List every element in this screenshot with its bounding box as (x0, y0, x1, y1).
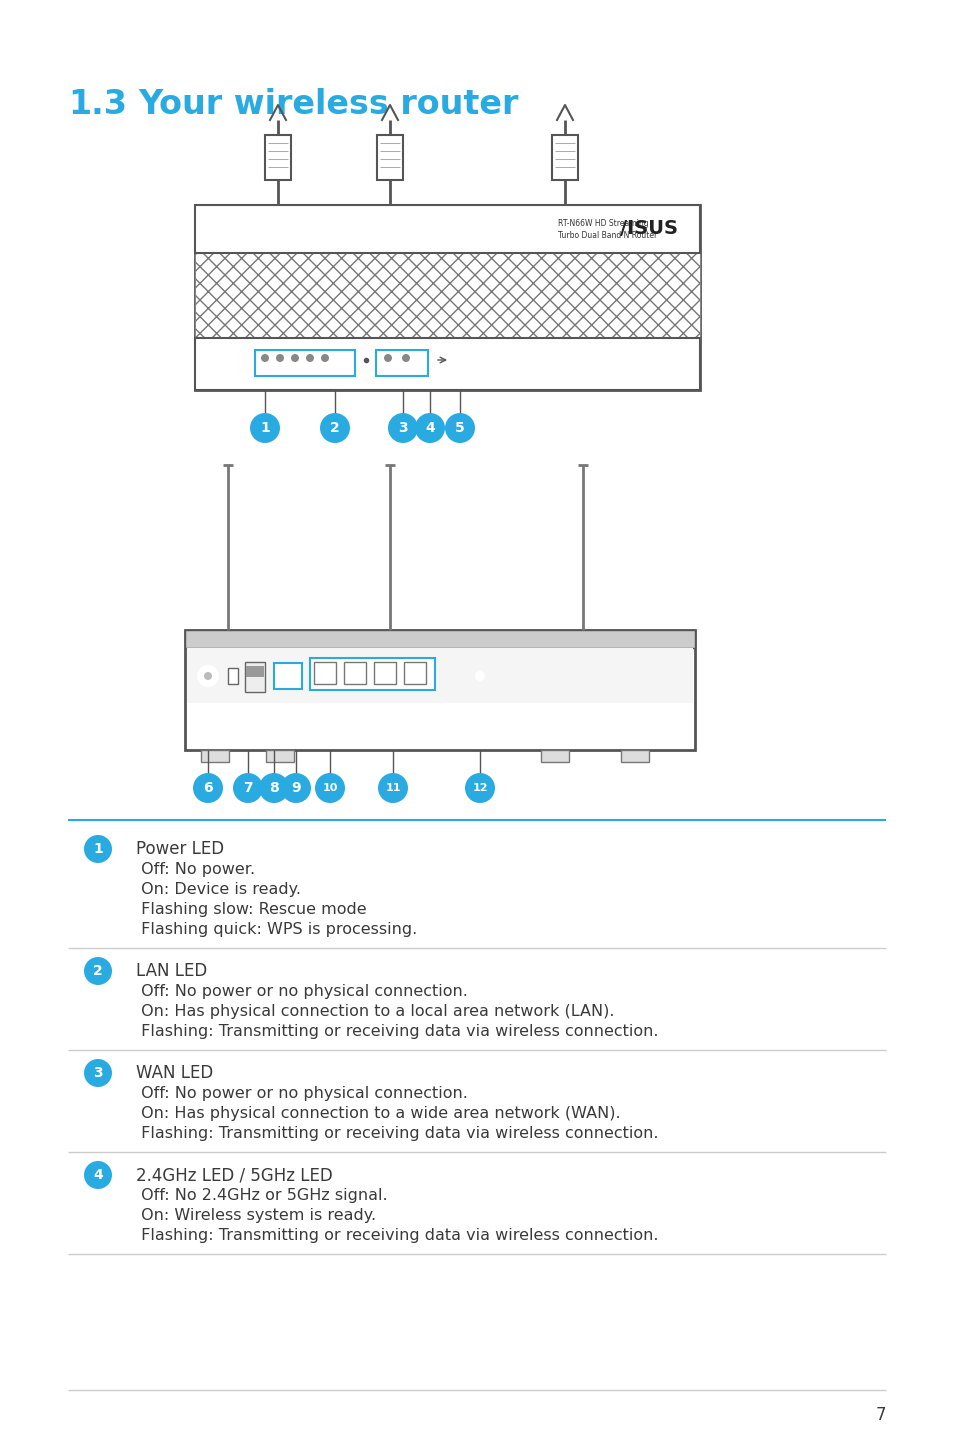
Text: 2: 2 (330, 421, 339, 436)
Bar (552, 135, 578, 180)
Bar (344, 661, 366, 684)
Text: 10: 10 (322, 784, 337, 792)
Bar (246, 666, 264, 677)
Circle shape (84, 1160, 112, 1189)
Text: 7: 7 (875, 1406, 885, 1424)
Text: 1: 1 (93, 843, 103, 856)
Text: 1: 1 (260, 421, 270, 436)
Bar (187, 649, 692, 703)
Text: Flashing: Transmitting or receiving data via wireless connection.: Flashing: Transmitting or receiving data… (136, 1024, 658, 1040)
Text: 6: 6 (203, 781, 213, 795)
Circle shape (320, 354, 329, 362)
Bar (375, 349, 428, 375)
Circle shape (193, 774, 223, 802)
Bar (265, 135, 291, 180)
Circle shape (377, 774, 408, 802)
Circle shape (401, 354, 410, 362)
Text: On: Has physical connection to a wide area network (WAN).: On: Has physical connection to a wide ar… (136, 1106, 620, 1122)
Text: 4: 4 (425, 421, 435, 436)
Text: Off: No power or no physical connection.: Off: No power or no physical connection. (136, 1086, 467, 1102)
Circle shape (196, 664, 219, 687)
Text: 7: 7 (243, 781, 253, 795)
Bar (194, 206, 700, 253)
Text: 3: 3 (93, 1066, 103, 1080)
Text: 1.3: 1.3 (68, 88, 127, 121)
Bar (194, 253, 700, 338)
Bar (274, 663, 302, 689)
Bar (266, 751, 294, 762)
Text: Power LED: Power LED (136, 840, 224, 858)
Bar (310, 659, 435, 690)
Text: 5: 5 (455, 421, 464, 436)
Text: Off: No power.: Off: No power. (136, 861, 254, 877)
Circle shape (250, 413, 280, 443)
Text: RT-N66W HD Streaming: RT-N66W HD Streaming (558, 219, 648, 227)
Bar (201, 751, 229, 762)
Circle shape (275, 354, 284, 362)
Circle shape (415, 413, 444, 443)
Bar (374, 661, 395, 684)
Text: LAN LED: LAN LED (136, 962, 207, 981)
Bar (194, 338, 700, 390)
Circle shape (384, 354, 392, 362)
Circle shape (319, 413, 350, 443)
Text: Flashing: Transmitting or receiving data via wireless connection.: Flashing: Transmitting or receiving data… (136, 1126, 658, 1140)
Text: 9: 9 (291, 781, 300, 795)
Bar (245, 661, 265, 692)
Text: /ISUS: /ISUS (619, 220, 678, 239)
Text: Your wireless router: Your wireless router (138, 88, 517, 121)
Text: WAN LED: WAN LED (136, 1064, 213, 1081)
Bar (228, 669, 237, 684)
Bar (254, 349, 355, 375)
Circle shape (258, 774, 289, 802)
Text: Off: No power or no physical connection.: Off: No power or no physical connection. (136, 984, 467, 999)
Text: 8: 8 (269, 781, 278, 795)
Bar (620, 751, 648, 762)
Circle shape (291, 354, 298, 362)
Text: 2.4GHz LED / 5GHz LED: 2.4GHz LED / 5GHz LED (136, 1166, 333, 1183)
Circle shape (314, 774, 345, 802)
Bar (314, 661, 335, 684)
Circle shape (233, 774, 263, 802)
Text: On: Device is ready.: On: Device is ready. (136, 881, 301, 897)
Circle shape (444, 413, 475, 443)
Text: Flashing quick: WPS is processing.: Flashing quick: WPS is processing. (136, 922, 416, 938)
Text: Flashing slow: Rescue mode: Flashing slow: Rescue mode (136, 902, 366, 917)
Bar (194, 206, 700, 390)
Text: 11: 11 (385, 784, 400, 792)
Text: 2: 2 (93, 963, 103, 978)
Bar (403, 661, 426, 684)
Circle shape (261, 354, 269, 362)
Circle shape (306, 354, 314, 362)
Circle shape (204, 672, 212, 680)
Text: 4: 4 (93, 1168, 103, 1182)
Text: On: Wireless system is ready.: On: Wireless system is ready. (136, 1208, 375, 1222)
Circle shape (84, 1058, 112, 1087)
Bar (185, 630, 695, 751)
Circle shape (388, 413, 417, 443)
Circle shape (84, 835, 112, 863)
Bar (376, 135, 402, 180)
Bar (540, 751, 568, 762)
Text: Turbo Dual Band N Router: Turbo Dual Band N Router (558, 230, 657, 240)
Circle shape (84, 958, 112, 985)
Text: 3: 3 (397, 421, 407, 436)
Circle shape (475, 672, 484, 682)
Circle shape (464, 774, 495, 802)
Text: Off: No 2.4GHz or 5GHz signal.: Off: No 2.4GHz or 5GHz signal. (136, 1188, 387, 1204)
Bar (185, 630, 695, 649)
Text: On: Has physical connection to a local area network (LAN).: On: Has physical connection to a local a… (136, 1004, 614, 1020)
Text: Flashing: Transmitting or receiving data via wireless connection.: Flashing: Transmitting or receiving data… (136, 1228, 658, 1242)
Text: 12: 12 (472, 784, 487, 792)
Circle shape (281, 774, 311, 802)
